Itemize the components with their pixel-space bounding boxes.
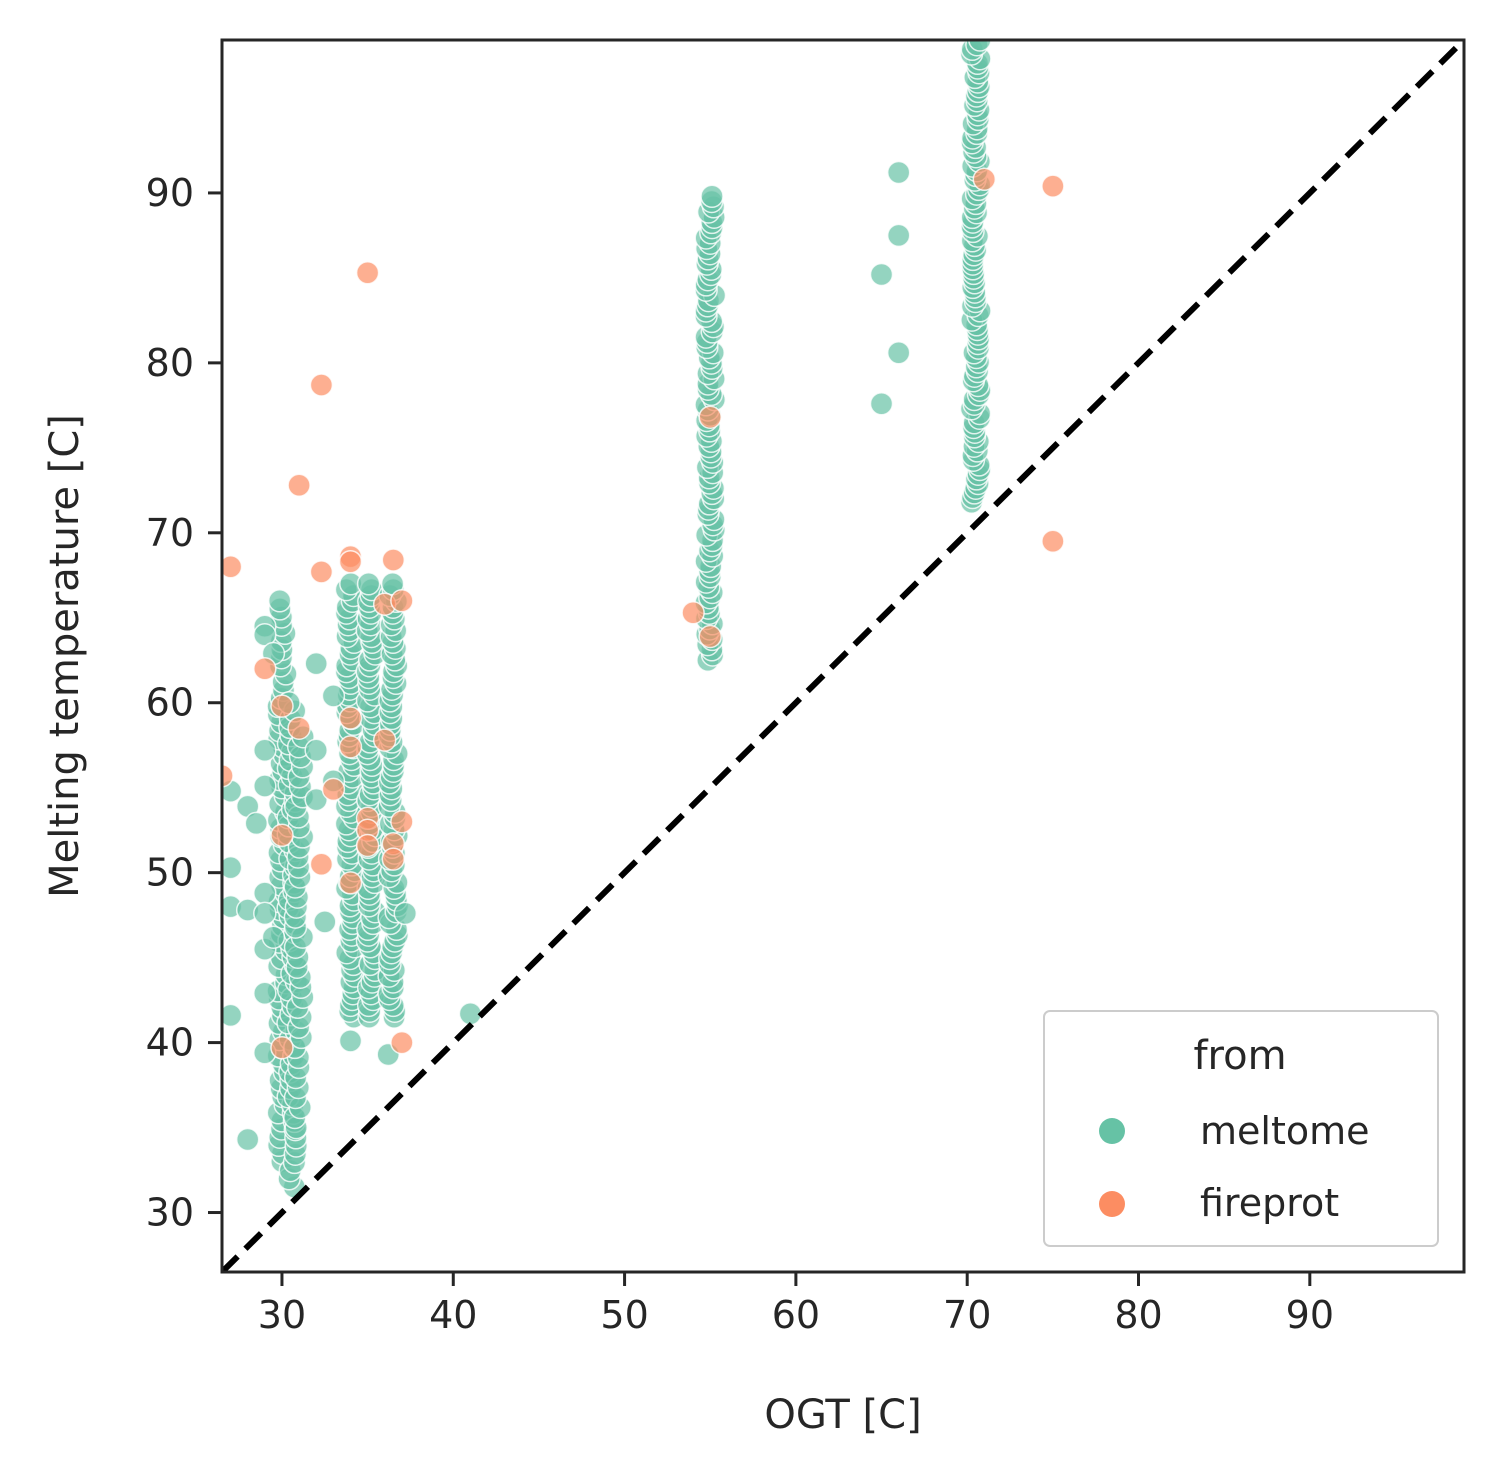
data-point-meltome (304, 738, 328, 763)
data-point-fireprot (321, 777, 346, 802)
data-point-meltome (253, 774, 277, 798)
data-point-meltome (886, 160, 911, 185)
data-point-fireprot (355, 261, 380, 285)
data-point-meltome (321, 684, 346, 708)
data-point-fireprot (372, 728, 397, 752)
data-point-meltome (869, 262, 894, 287)
data-point-meltome (304, 651, 328, 676)
x-tick-label: 30 (258, 1293, 306, 1337)
x-tick-label: 50 (600, 1293, 648, 1337)
data-point-meltome (253, 901, 277, 926)
data-point-fireprot (338, 549, 363, 574)
x-axis-ticks: 30 40 50 60 70 80 90 (258, 1272, 1334, 1337)
data-point-meltome (222, 1003, 243, 1028)
plot-frame (220, 38, 1466, 1274)
identity-reference-line (222, 40, 1464, 1272)
data-point-fireprot (390, 1030, 414, 1055)
data-point-fireprot (338, 706, 363, 730)
points-layer (222, 40, 1065, 1199)
data-point-fireprot (287, 473, 311, 497)
data-point-meltome (253, 981, 277, 1006)
legend-title: from (1193, 1033, 1286, 1079)
x-tick-label: 40 (429, 1293, 477, 1337)
data-point-fireprot (270, 694, 294, 718)
data-point-meltome (261, 925, 286, 949)
data-point-fireprot (287, 716, 311, 740)
data-point-meltome (458, 1001, 483, 1026)
data-point-fireprot (698, 405, 722, 429)
data-point-fireprot (1041, 174, 1065, 198)
x-tick-label: 60 (772, 1293, 820, 1337)
data-point-fireprot (355, 833, 380, 858)
data-point-meltome (244, 811, 269, 836)
data-point-meltome (968, 40, 992, 52)
x-tick-label: 80 (1114, 1293, 1162, 1337)
data-point-meltome (356, 572, 381, 596)
data-point-meltome (253, 881, 277, 905)
data-point-fireprot (270, 1035, 294, 1060)
data-point-fireprot (309, 852, 334, 876)
data-point-fireprot (381, 847, 406, 871)
legend-box (1043, 1010, 1439, 1247)
legend-label-fireprot: fireprot (1200, 1181, 1339, 1225)
y-tick-label: 80 (146, 341, 194, 385)
data-point-fireprot (381, 548, 406, 572)
data-point-meltome (886, 223, 911, 248)
data-point-fireprot (338, 871, 363, 895)
data-point-meltome (393, 901, 418, 926)
legend: from meltome fireprot (1043, 1010, 1439, 1247)
y-tick-label: 40 (146, 1021, 194, 1065)
y-tick-label: 60 (146, 681, 194, 725)
data-point-fireprot (681, 600, 705, 625)
legend-label-meltome: meltome (1200, 1109, 1370, 1153)
plot-area (220, 38, 1466, 1274)
data-point-fireprot (309, 560, 334, 584)
legend-marker-fireprot (1099, 1191, 1125, 1217)
data-point-meltome (222, 855, 243, 880)
x-axis-label: OGT [C] (764, 1392, 921, 1438)
data-point-fireprot (698, 624, 722, 649)
data-point-fireprot (972, 167, 997, 192)
data-point-fireprot (1041, 529, 1065, 554)
data-point-fireprot (338, 735, 363, 759)
data-point-meltome (267, 589, 292, 613)
data-point-fireprot (270, 823, 294, 848)
data-point-fireprot (390, 589, 414, 613)
data-point-meltome (886, 340, 911, 365)
data-point-fireprot (253, 656, 277, 681)
y-tick-label: 70 (146, 511, 194, 555)
y-tick-label: 50 (146, 851, 194, 895)
x-tick-label: 70 (943, 1293, 991, 1337)
data-point-meltome (700, 184, 724, 209)
y-tick-label: 90 (146, 171, 194, 215)
legend-marker-meltome (1099, 1118, 1125, 1144)
data-point-fireprot (309, 373, 334, 397)
x-tick-label: 90 (1286, 1293, 1334, 1337)
data-point-fireprot (222, 555, 243, 579)
y-axis-ticks: 30 40 50 60 70 80 90 (146, 171, 222, 1235)
data-point-meltome (304, 787, 328, 812)
data-point-meltome (338, 1029, 363, 1053)
data-point-meltome (253, 738, 277, 763)
data-point-fireprot (222, 764, 234, 788)
data-point-meltome (313, 910, 337, 934)
data-point-fireprot (390, 809, 414, 834)
y-axis-label: Melting temperature [C] (42, 414, 88, 898)
data-point-meltome (869, 391, 894, 416)
y-tick-label: 30 (146, 1191, 194, 1235)
data-point-meltome (235, 1127, 260, 1152)
